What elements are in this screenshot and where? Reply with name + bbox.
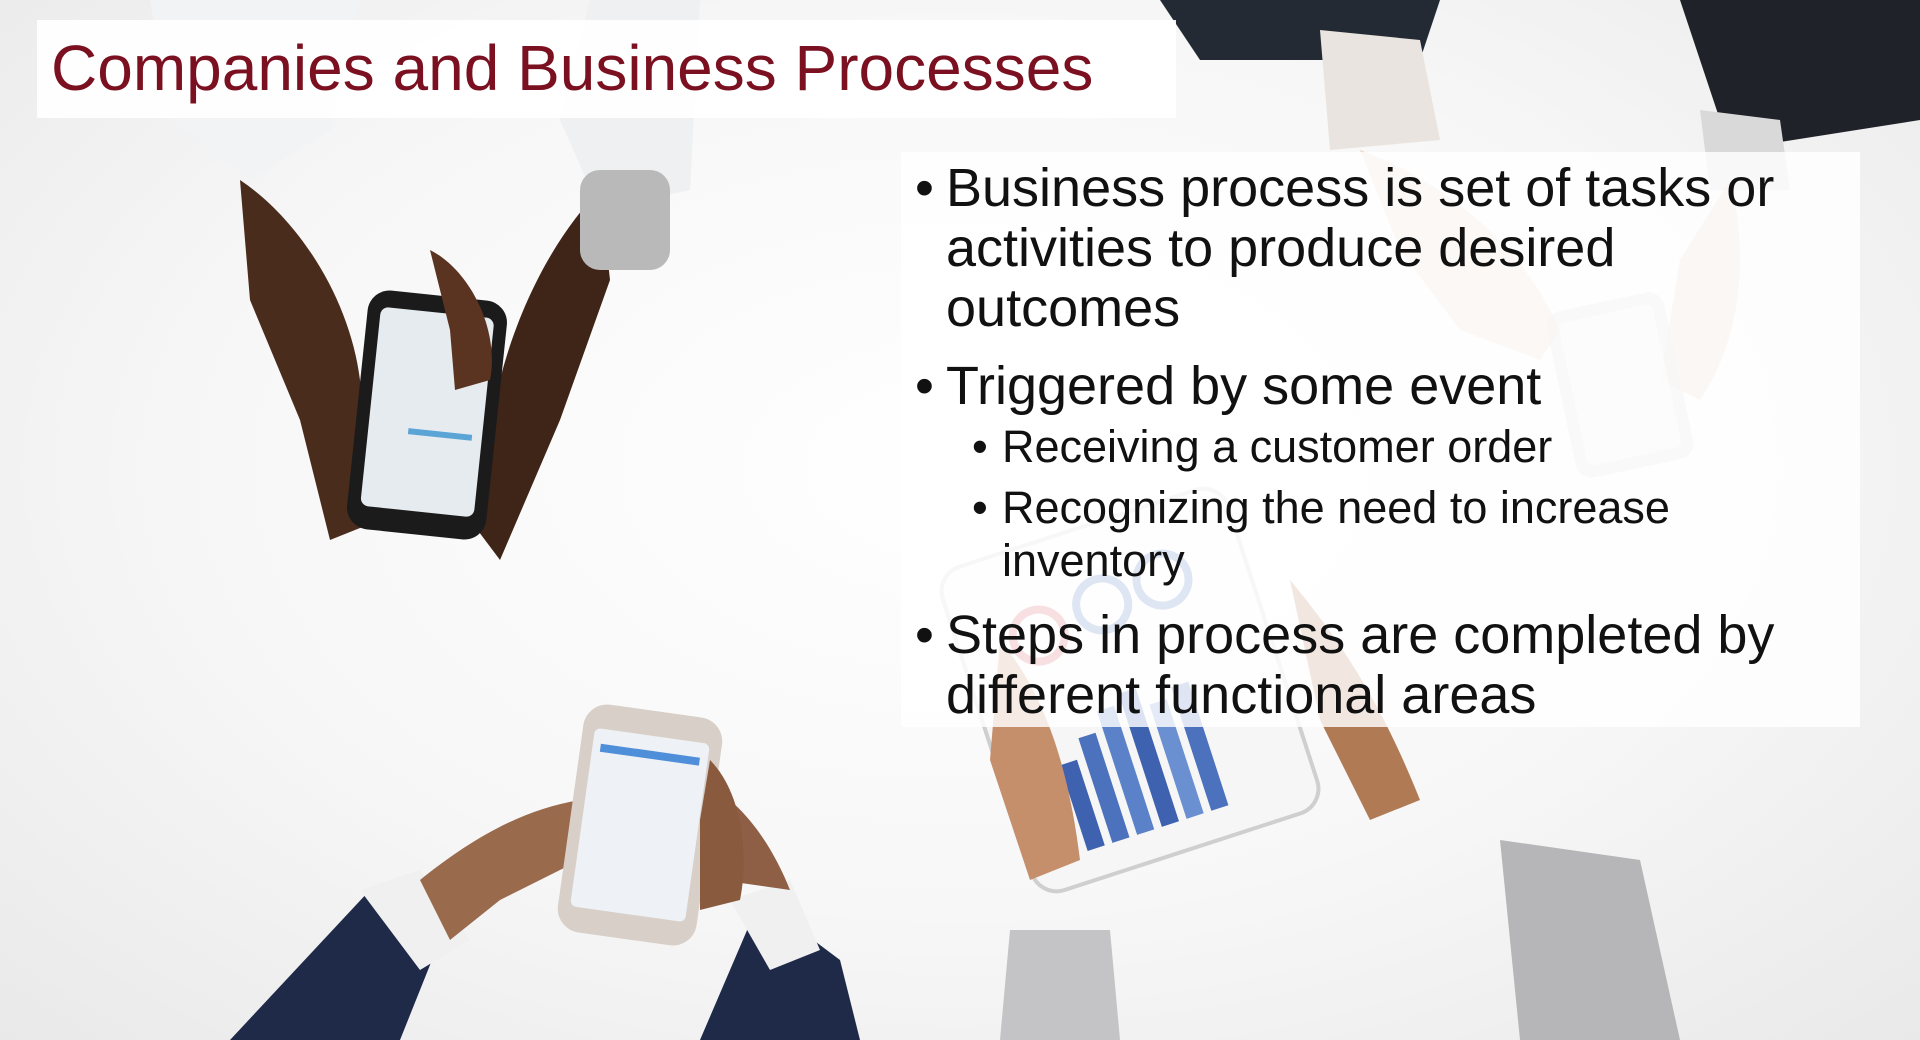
sub-bullet-text: Receiving a customer order [1002, 421, 1553, 472]
sub-bullet-text: Recognizing the need to increase invento… [1002, 482, 1670, 586]
bullet-icon: • [915, 356, 934, 416]
title-box: Companies and Business Processes [37, 20, 1176, 118]
bullet-icon: • [915, 158, 934, 218]
bullet-item: • Steps in process are completed by diff… [915, 605, 1845, 725]
bullet-text: Business process is set of tasks or acti… [946, 158, 1775, 338]
bullet-text: Steps in process are completed by differ… [946, 605, 1775, 725]
content-box: • Business process is set of tasks or ac… [901, 152, 1860, 727]
bottom-right-sleeve [1000, 840, 1680, 1040]
bullet-text: Triggered by some event [946, 356, 1542, 416]
bullet-item: • Triggered by some event [915, 356, 1845, 416]
bullet-icon: • [972, 421, 988, 472]
sub-bullet-item: • Recognizing the need to increase inven… [915, 481, 1845, 587]
bullet-item: • Business process is set of tasks or ac… [915, 158, 1845, 338]
bullet-icon: • [915, 605, 934, 665]
bullet-icon: • [972, 482, 988, 533]
bullet-list: • Business process is set of tasks or ac… [915, 158, 1845, 743]
sub-bullet-item: • Receiving a customer order [915, 420, 1845, 473]
slide-title: Companies and Business Processes [51, 32, 1094, 104]
bottom-left-hands-phone-icon [230, 704, 860, 1040]
